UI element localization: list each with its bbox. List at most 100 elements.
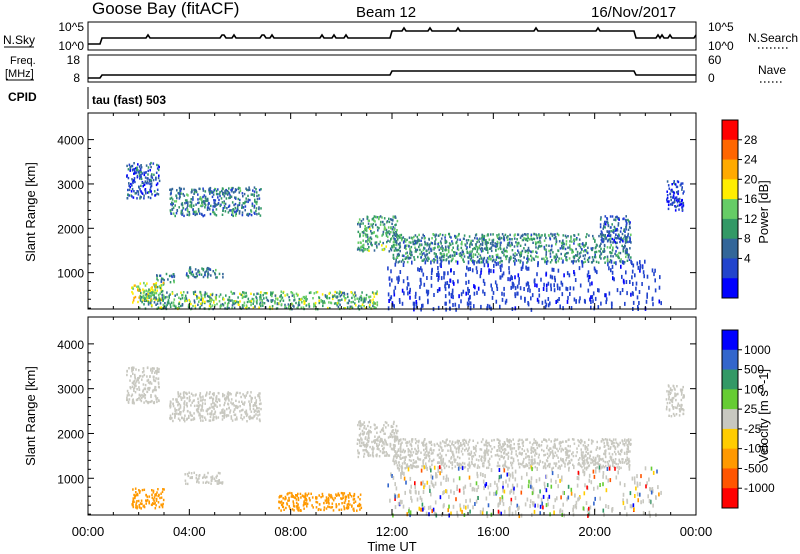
echo-cell: [554, 278, 556, 283]
echo-cell: [203, 294, 206, 297]
echo-cell: [620, 236, 622, 239]
echo-cell: [433, 261, 435, 264]
echo-cell: [256, 410, 259, 414]
echo-cell: [358, 420, 361, 424]
echo-cell: [453, 251, 455, 254]
echo-cell: [608, 260, 611, 264]
echo-cell: [178, 192, 180, 195]
echo-cell: [176, 398, 178, 401]
echo-cell: [346, 292, 349, 296]
echo-cell: [290, 302, 293, 305]
echo-cell: [215, 475, 217, 479]
echo-cell: [403, 254, 405, 258]
echo-cell: [441, 245, 443, 248]
echo-cell: [606, 230, 608, 233]
echo-cell: [251, 297, 254, 301]
echo-cell: [363, 431, 366, 434]
echo-cell: [677, 190, 680, 193]
echo-cell: [558, 297, 560, 301]
echo-cell: [610, 259, 613, 264]
echo-cell: [224, 401, 226, 405]
echo-cell: [643, 274, 645, 279]
echo-cell: [250, 391, 252, 394]
echo-cell: [458, 451, 460, 454]
echo-cell: [468, 464, 470, 467]
echo-cell: [189, 271, 191, 274]
echo-cell: [233, 300, 235, 303]
echo-cell: [134, 180, 136, 184]
echo-cell: [349, 493, 351, 496]
echo-cell: [476, 255, 479, 259]
echo-cell: [408, 236, 411, 239]
echo-cell: [557, 249, 560, 253]
echo-cell: [213, 201, 216, 204]
echo-cell: [461, 240, 463, 244]
noise-tick-high-left: 10^5: [58, 20, 84, 34]
echo-cell: [292, 500, 294, 503]
echo-cell: [193, 399, 195, 402]
echo-cell: [455, 235, 458, 238]
echo-cell: [213, 402, 216, 405]
echo-cell: [199, 291, 202, 294]
echo-cell: [616, 215, 618, 219]
echo-cell: [357, 246, 360, 250]
echo-cell: [545, 253, 547, 256]
echo-cell: [231, 292, 234, 295]
echo-cell: [458, 253, 461, 256]
echo-cell: [217, 188, 219, 191]
echo-cell: [521, 249, 524, 253]
echo-cell: [349, 305, 352, 308]
echo-cell: [157, 381, 160, 384]
echo-cell: [382, 447, 384, 451]
echo-cell: [494, 242, 496, 245]
echo-cell: [499, 449, 501, 452]
echo-cell: [162, 498, 165, 502]
echo-cell: [224, 301, 226, 305]
colorbar-swatch: [722, 238, 738, 259]
echo-cell: [651, 297, 654, 302]
echo-cell: [192, 291, 195, 294]
echo-cell: [360, 219, 363, 223]
echo-cell: [197, 410, 199, 413]
echo-cell: [619, 251, 622, 255]
echo-cell: [488, 304, 491, 309]
echo-cell: [174, 204, 176, 207]
echo-cell: [503, 253, 505, 256]
echo-cell: [208, 300, 211, 303]
echo-cell: [186, 291, 189, 294]
echo-cell: [300, 298, 302, 301]
echo-cell: [553, 255, 556, 258]
echo-cell: [564, 252, 567, 256]
echo-cell: [194, 268, 197, 271]
echo-cell: [131, 169, 134, 172]
echo-cell: [258, 413, 261, 416]
echo-cell: [138, 186, 140, 189]
echo-cell: [215, 415, 217, 418]
echo-cell: [358, 297, 360, 300]
echo-cell: [594, 268, 597, 273]
echo-cell: [172, 398, 174, 401]
echo-cell: [423, 246, 425, 249]
echo-cell: [519, 244, 522, 247]
echo-cell: [578, 256, 580, 260]
echo-cell: [526, 261, 528, 264]
echo-cell: [127, 392, 130, 395]
echo-cell: [271, 305, 274, 308]
echo-cell: [130, 375, 132, 378]
echo-cell: [233, 306, 236, 310]
echo-cell: [173, 304, 176, 307]
echo-cell: [134, 375, 136, 379]
echo-cell: [374, 424, 376, 427]
echo-cell: [293, 298, 296, 301]
echo-cell: [132, 292, 134, 295]
echo-cell: [201, 213, 203, 216]
echo-cell: [482, 259, 485, 264]
echo-cell: [573, 234, 576, 237]
echo-cell: [415, 242, 418, 245]
echo-cell: [180, 203, 183, 206]
echo-cell: [511, 249, 514, 252]
echo-cell: [261, 302, 264, 306]
echo-cell: [616, 288, 619, 293]
echo-cell: [395, 431, 398, 435]
echo-cell: [156, 274, 158, 278]
